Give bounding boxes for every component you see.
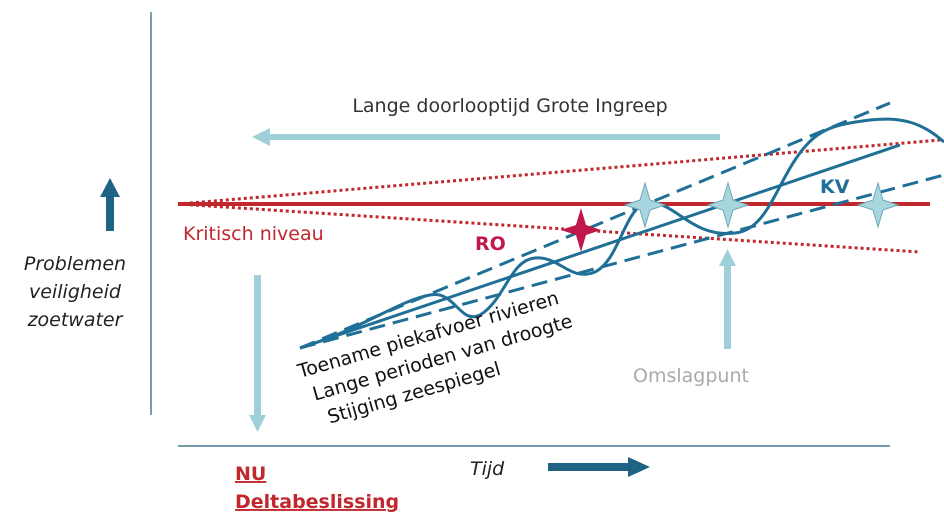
upper-bound <box>177 138 941 206</box>
drivers: Toename piekafvoer rivieren Lange period… <box>294 287 575 428</box>
star <box>707 182 749 228</box>
now-label: Deltabeslissing <box>235 491 399 513</box>
x-axis-label: Tijd <box>470 458 505 480</box>
y-axis-label-line: veiligheid <box>29 281 122 303</box>
tipping-arrow <box>719 249 736 349</box>
critical-label: Kritisch niveau <box>183 223 324 245</box>
up-arrow <box>100 178 120 231</box>
lower-bound <box>177 202 921 254</box>
tipping-label: Omslagpunt <box>633 365 749 387</box>
now-arrow <box>249 275 266 432</box>
trend-lower <box>299 173 944 350</box>
y-axis-label-line: zoetwater <box>27 309 124 331</box>
time-arrow <box>548 457 650 477</box>
y-axis-label: Problemen veiligheid zoetwater <box>24 253 126 331</box>
now-label: NU <box>235 463 266 485</box>
arrow-label: Lange doorlooptijd Grote Ingreep <box>352 95 667 117</box>
kv-label: KV <box>820 176 850 198</box>
star-ro <box>561 208 601 252</box>
ro-label: RO <box>475 233 506 255</box>
y-axis-label-line: Problemen <box>24 253 126 275</box>
star <box>624 182 666 228</box>
trend-line <box>299 143 901 350</box>
wave-curve <box>299 117 944 350</box>
lead-time-arrow <box>252 128 720 146</box>
